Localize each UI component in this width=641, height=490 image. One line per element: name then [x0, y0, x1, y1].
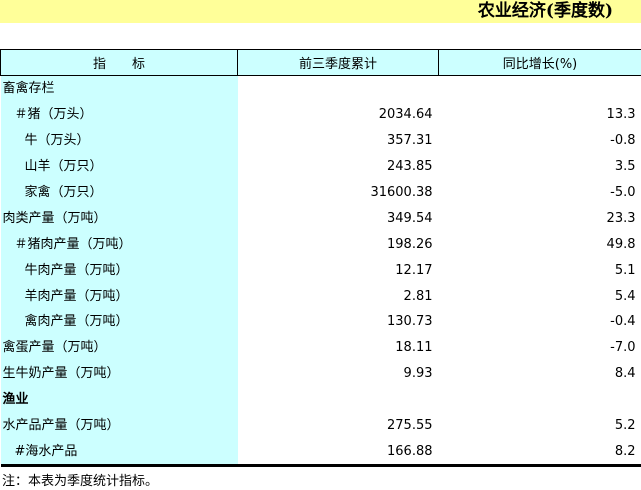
table-row: 牛（万头） 357.31 -0.8	[0, 127, 641, 154]
row-value: 18.11	[395, 340, 433, 356]
row-growth: -0.4	[610, 314, 636, 330]
row-label: 生牛奶产量（万吨）	[0, 360, 238, 387]
row-label: 水产品产量（万吨）	[0, 412, 238, 439]
table-row: ＃猪（万头） 2034.64 13.3	[0, 101, 641, 128]
row-label: 渔业	[0, 386, 238, 413]
row-growth: 8.2	[438, 438, 641, 468]
row-label: 牛（万头）	[0, 127, 238, 154]
header-growth: 同比增长(%)	[438, 49, 641, 76]
table-row: #海水产品 166.88 8.2	[0, 438, 641, 468]
table-row: 畜禽存栏	[0, 75, 641, 102]
row-value: 130.73	[387, 314, 433, 330]
header-cumulative: 前三季度累计	[237, 49, 439, 76]
table-row: 羊肉产量（万吨） 2.81 5.4	[0, 283, 641, 310]
row-label: 肉类产量（万吨）	[0, 205, 238, 232]
row-label: ＃猪（万头）	[0, 101, 238, 128]
table-row: 禽肉产量（万吨） 130.73 -0.4	[0, 309, 641, 335]
row-growth: 8.4	[614, 366, 636, 382]
row-value: 12.17	[395, 262, 433, 278]
header-row: 指 标 前三季度累计 同比增长(%)	[0, 49, 641, 76]
row-label: 家禽（万只）	[0, 179, 238, 206]
row-label: 禽肉产量（万吨）	[0, 309, 238, 335]
table-row: 水产品产量（万吨） 275.55 5.2	[0, 412, 641, 439]
footnote: 注：本表为季度统计指标。	[2, 474, 159, 489]
row-label: 羊肉产量（万吨）	[0, 283, 238, 310]
row-label: #海水产品	[0, 438, 238, 468]
row-growth: 49.8	[606, 236, 636, 252]
table-row: 肉类产量（万吨） 349.54 23.3	[0, 205, 641, 232]
table-row: 山羊（万只） 243.85 3.5	[0, 153, 641, 180]
row-growth: 5.2	[614, 418, 636, 434]
row-growth	[439, 387, 641, 413]
agri-table: 指 标 前三季度累计 同比增长(%) 畜禽存栏 ＃猪（万头） 2034.64 13.3…	[0, 49, 641, 468]
page-title: 农业经济(季度数)	[477, 1, 613, 21]
row-label: 禽蛋产量（万吨）	[0, 334, 238, 361]
row-value: 198.26	[387, 236, 433, 252]
row-growth: -7.0	[610, 340, 636, 356]
row-label: 山羊（万只）	[0, 153, 238, 180]
row-label: 畜禽存栏	[0, 75, 238, 102]
row-value: 357.31	[387, 133, 433, 149]
table-row: 生牛奶产量（万吨） 9.93 8.4	[0, 360, 641, 387]
table-row: 禽蛋产量（万吨） 18.11 -7.0	[0, 334, 641, 361]
table-row: ＃猪肉产量（万吨） 198.26 49.8	[0, 231, 641, 258]
row-growth	[439, 76, 641, 102]
row-value: 9.93	[403, 366, 433, 382]
header-indicator: 指 标	[0, 49, 238, 76]
row-value: 2.81	[403, 288, 433, 304]
row-growth: 5.4	[614, 288, 636, 304]
row-label: 牛肉产量（万吨）	[0, 257, 238, 284]
table-row: 牛肉产量（万吨） 12.17 5.1	[0, 257, 641, 284]
row-value: 243.85	[387, 159, 433, 175]
row-growth: 3.5	[614, 159, 636, 175]
row-growth: -0.8	[610, 133, 636, 149]
table-row: 家禽（万只） 31600.38 -5.0	[0, 179, 641, 206]
row-value: 275.55	[387, 418, 433, 434]
row-value: 166.88	[237, 438, 439, 468]
row-growth: 23.3	[606, 210, 636, 226]
row-value	[238, 76, 439, 102]
row-value	[238, 387, 439, 413]
table-row: 渔业	[0, 386, 641, 413]
row-value: 31600.38	[370, 185, 433, 200]
row-growth: 5.1	[614, 262, 636, 278]
row-value: 2034.64	[378, 107, 433, 123]
row-growth: -5.0	[610, 185, 636, 200]
row-growth: 13.3	[606, 107, 636, 123]
row-value: 349.54	[387, 210, 433, 226]
row-label: ＃猪肉产量（万吨）	[0, 231, 238, 258]
title-banner: 农业经济(季度数)	[0, 0, 641, 23]
